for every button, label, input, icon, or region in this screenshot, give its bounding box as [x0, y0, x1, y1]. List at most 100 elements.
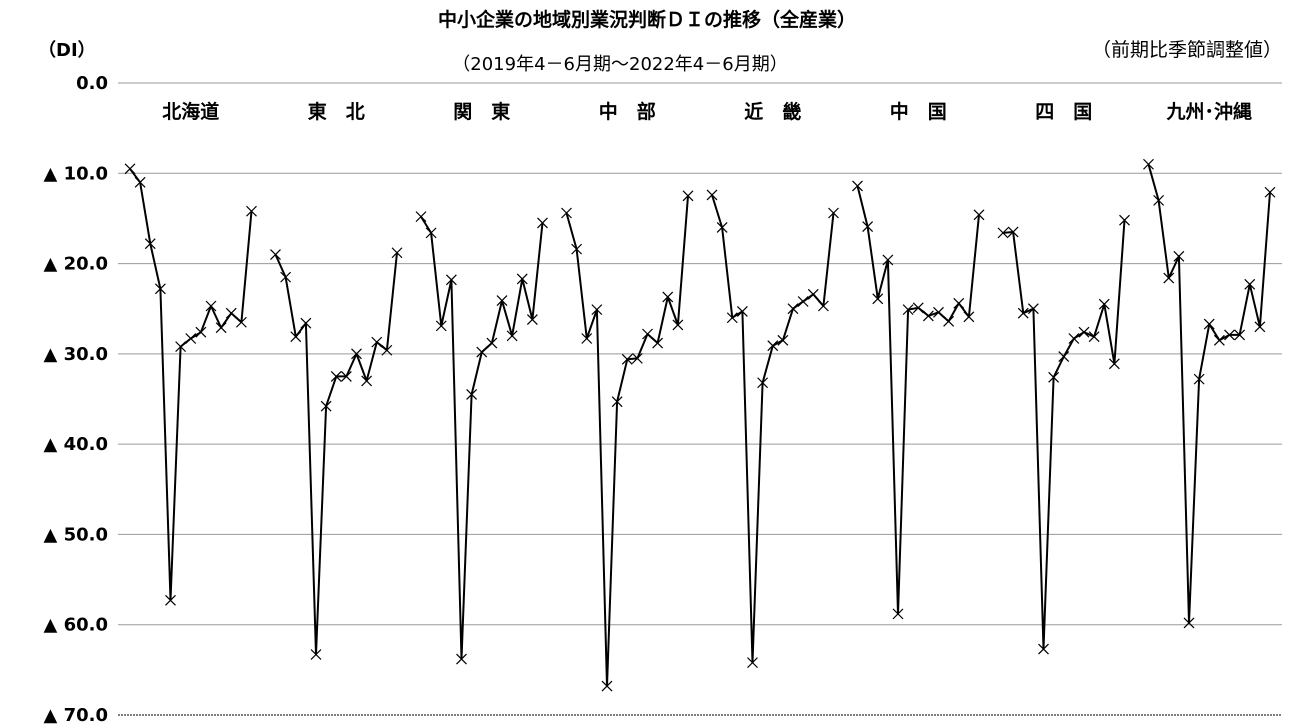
data-point [496, 295, 508, 307]
data-point [516, 273, 528, 285]
data-point [757, 377, 769, 389]
data-point [807, 288, 819, 300]
series-line [420, 216, 544, 660]
data-point [601, 680, 613, 692]
data-point [340, 371, 352, 382]
series-line [129, 168, 253, 602]
series-line [1147, 164, 1271, 624]
data-point [1203, 318, 1215, 330]
data-point [330, 371, 342, 382]
y-axis-label: （DI） [38, 40, 96, 61]
data-point [537, 217, 548, 229]
data-point [381, 344, 393, 356]
data-point [476, 346, 488, 358]
data-point [652, 337, 664, 349]
data-point [997, 227, 1009, 239]
data-point [134, 176, 146, 188]
series-line [856, 185, 980, 615]
data-point [902, 304, 914, 316]
data-point [892, 608, 904, 620]
data-point [1234, 329, 1246, 341]
data-point [922, 310, 934, 322]
data-point [767, 340, 779, 352]
region-label: 中 国 [890, 100, 947, 123]
data-point [862, 221, 874, 232]
data-point [662, 291, 674, 303]
data-point [872, 293, 884, 305]
data-point [912, 302, 924, 314]
data-point [154, 283, 166, 295]
data-point [943, 315, 955, 327]
region-labels: 北海道 東 北 関 東 中 部 近 畿 中 国 四 国 九州･沖縄 [162, 100, 1252, 123]
region-label: 近 畿 [744, 100, 801, 123]
data-point [1173, 250, 1185, 262]
region-label: 東 北 [308, 100, 365, 123]
data-point [591, 304, 603, 316]
data-point [716, 222, 728, 233]
data-point [1078, 326, 1090, 338]
data-point [1068, 333, 1080, 344]
seasonal-adjustment-note: （前期比季節調整値） [1092, 39, 1282, 61]
data-point [1108, 358, 1120, 370]
data-point [963, 311, 975, 323]
series-line [274, 252, 398, 656]
data-point [425, 227, 437, 239]
chart-subtitle: （2019年4－6月期～2022年4－6月期） [452, 54, 787, 75]
y-tick-label: 0.0 [76, 73, 108, 94]
data-point [1098, 298, 1110, 310]
data-point [882, 254, 894, 266]
series-line [711, 194, 835, 664]
region-label: 四 国 [1035, 101, 1092, 123]
y-axis-ticks: 0.0 ▲ 10.0 ▲ 20.0 ▲ 30.0 ▲ 40.0 ▲ 50.0 ▲ 60.0 ▲… [43, 73, 108, 726]
data-point [1264, 186, 1276, 198]
series-line [565, 195, 689, 688]
data-point [300, 317, 312, 329]
data-point [1183, 617, 1195, 629]
data-point [706, 189, 718, 201]
data-point [1213, 334, 1225, 346]
data-point [466, 389, 478, 400]
data-point [351, 348, 362, 360]
data-point [1017, 307, 1029, 319]
data-point [561, 207, 572, 219]
region-label: 北海道 [162, 100, 219, 123]
data-point [682, 190, 694, 202]
data-point [1153, 194, 1165, 206]
data-point [215, 322, 227, 334]
data-point [165, 594, 176, 606]
data-point [1058, 351, 1070, 362]
data-point [581, 333, 593, 344]
series-line [1002, 220, 1126, 651]
data-point [747, 657, 758, 669]
data-point [1007, 226, 1019, 238]
data-point [435, 320, 447, 332]
region-label: 関 東 [453, 100, 510, 123]
data-point [736, 305, 748, 317]
data-point [391, 247, 403, 259]
data-point [456, 653, 467, 665]
data-point [1224, 329, 1235, 341]
data-point [1163, 272, 1175, 284]
y-tick-label: ▲ 20.0 [43, 254, 108, 275]
data-point [973, 209, 985, 221]
gridlines [118, 82, 1282, 716]
data-point [1244, 278, 1256, 290]
data-point [246, 205, 257, 217]
data-point [185, 333, 197, 344]
data-point [672, 319, 684, 331]
data-point [1193, 373, 1205, 385]
chart-title: 中小企業の地域別業況判断ＤＩの推移（全産業） [438, 8, 856, 31]
data-point [270, 249, 281, 260]
data-point [310, 649, 322, 660]
y-tick-label: ▲ 70.0 [43, 705, 108, 726]
data-point [726, 312, 738, 324]
region-label: 九州･沖縄 [1165, 100, 1252, 123]
y-tick-label: ▲ 30.0 [43, 344, 108, 365]
data-point [290, 331, 302, 343]
data-point [631, 352, 643, 364]
data-point [777, 334, 789, 346]
data-point [175, 341, 187, 353]
data-point [1119, 214, 1130, 226]
data-point [486, 337, 498, 349]
